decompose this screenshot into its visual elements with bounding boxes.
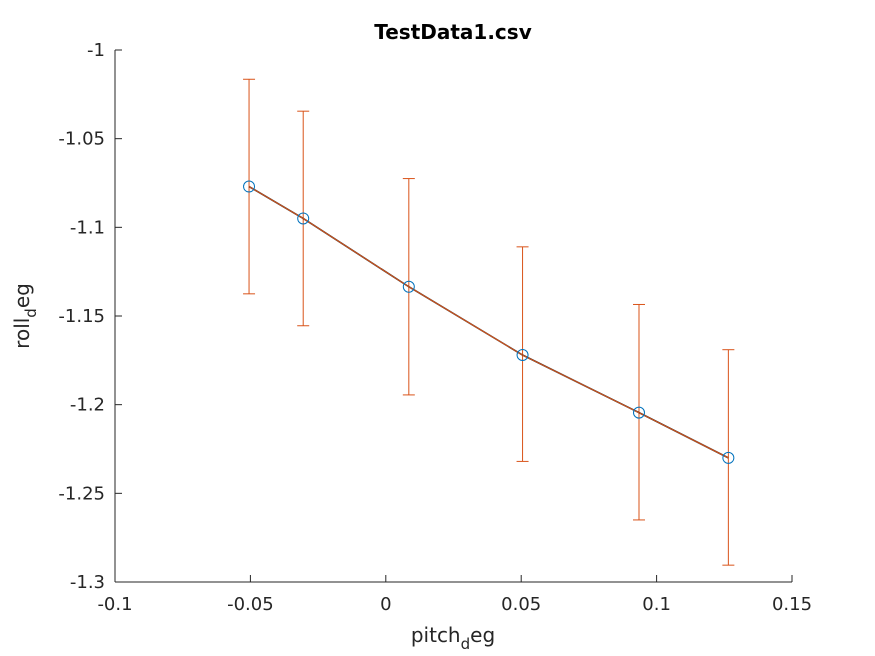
data-markers [243, 180, 735, 464]
axes: -0.1 -0.05 0 0.05 0.1 0.15 -1 -1.05 -1.1 -1.15 -1.… [58, 40, 812, 615]
y-tick-label: -1.15 [58, 306, 105, 327]
error-bars [243, 78, 735, 566]
x-tick-label: 0.1 [642, 594, 671, 615]
data-point [722, 451, 735, 464]
y-axis-label: rolldeg [10, 283, 40, 349]
x-tick-label: -0.05 [227, 594, 274, 615]
x-tick-label: -0.1 [97, 594, 132, 615]
series-line [248, 185, 729, 459]
chart-title: TestData1.csv [374, 20, 531, 44]
data-point [516, 349, 529, 362]
y-tick-label: -1 [87, 40, 105, 61]
data-point [243, 180, 256, 193]
data-point [402, 280, 415, 293]
x-tick-label: 0.15 [772, 594, 812, 615]
y-tick-label: -1.25 [58, 483, 105, 504]
y-tick-label: -1.2 [70, 395, 105, 416]
y-tick-label: -1.3 [70, 572, 105, 593]
y-tick-label: -1.1 [70, 217, 105, 238]
data-point [297, 212, 310, 225]
y-tick-label: -1.05 [58, 129, 105, 150]
fit-line-dark [248, 185, 729, 459]
x-tick-label: 0.05 [501, 594, 541, 615]
x-axis-label: pitchdeg [411, 623, 495, 653]
data-point [632, 406, 645, 419]
fit-line [248, 186, 729, 459]
x-tick-label: 0 [380, 594, 391, 615]
